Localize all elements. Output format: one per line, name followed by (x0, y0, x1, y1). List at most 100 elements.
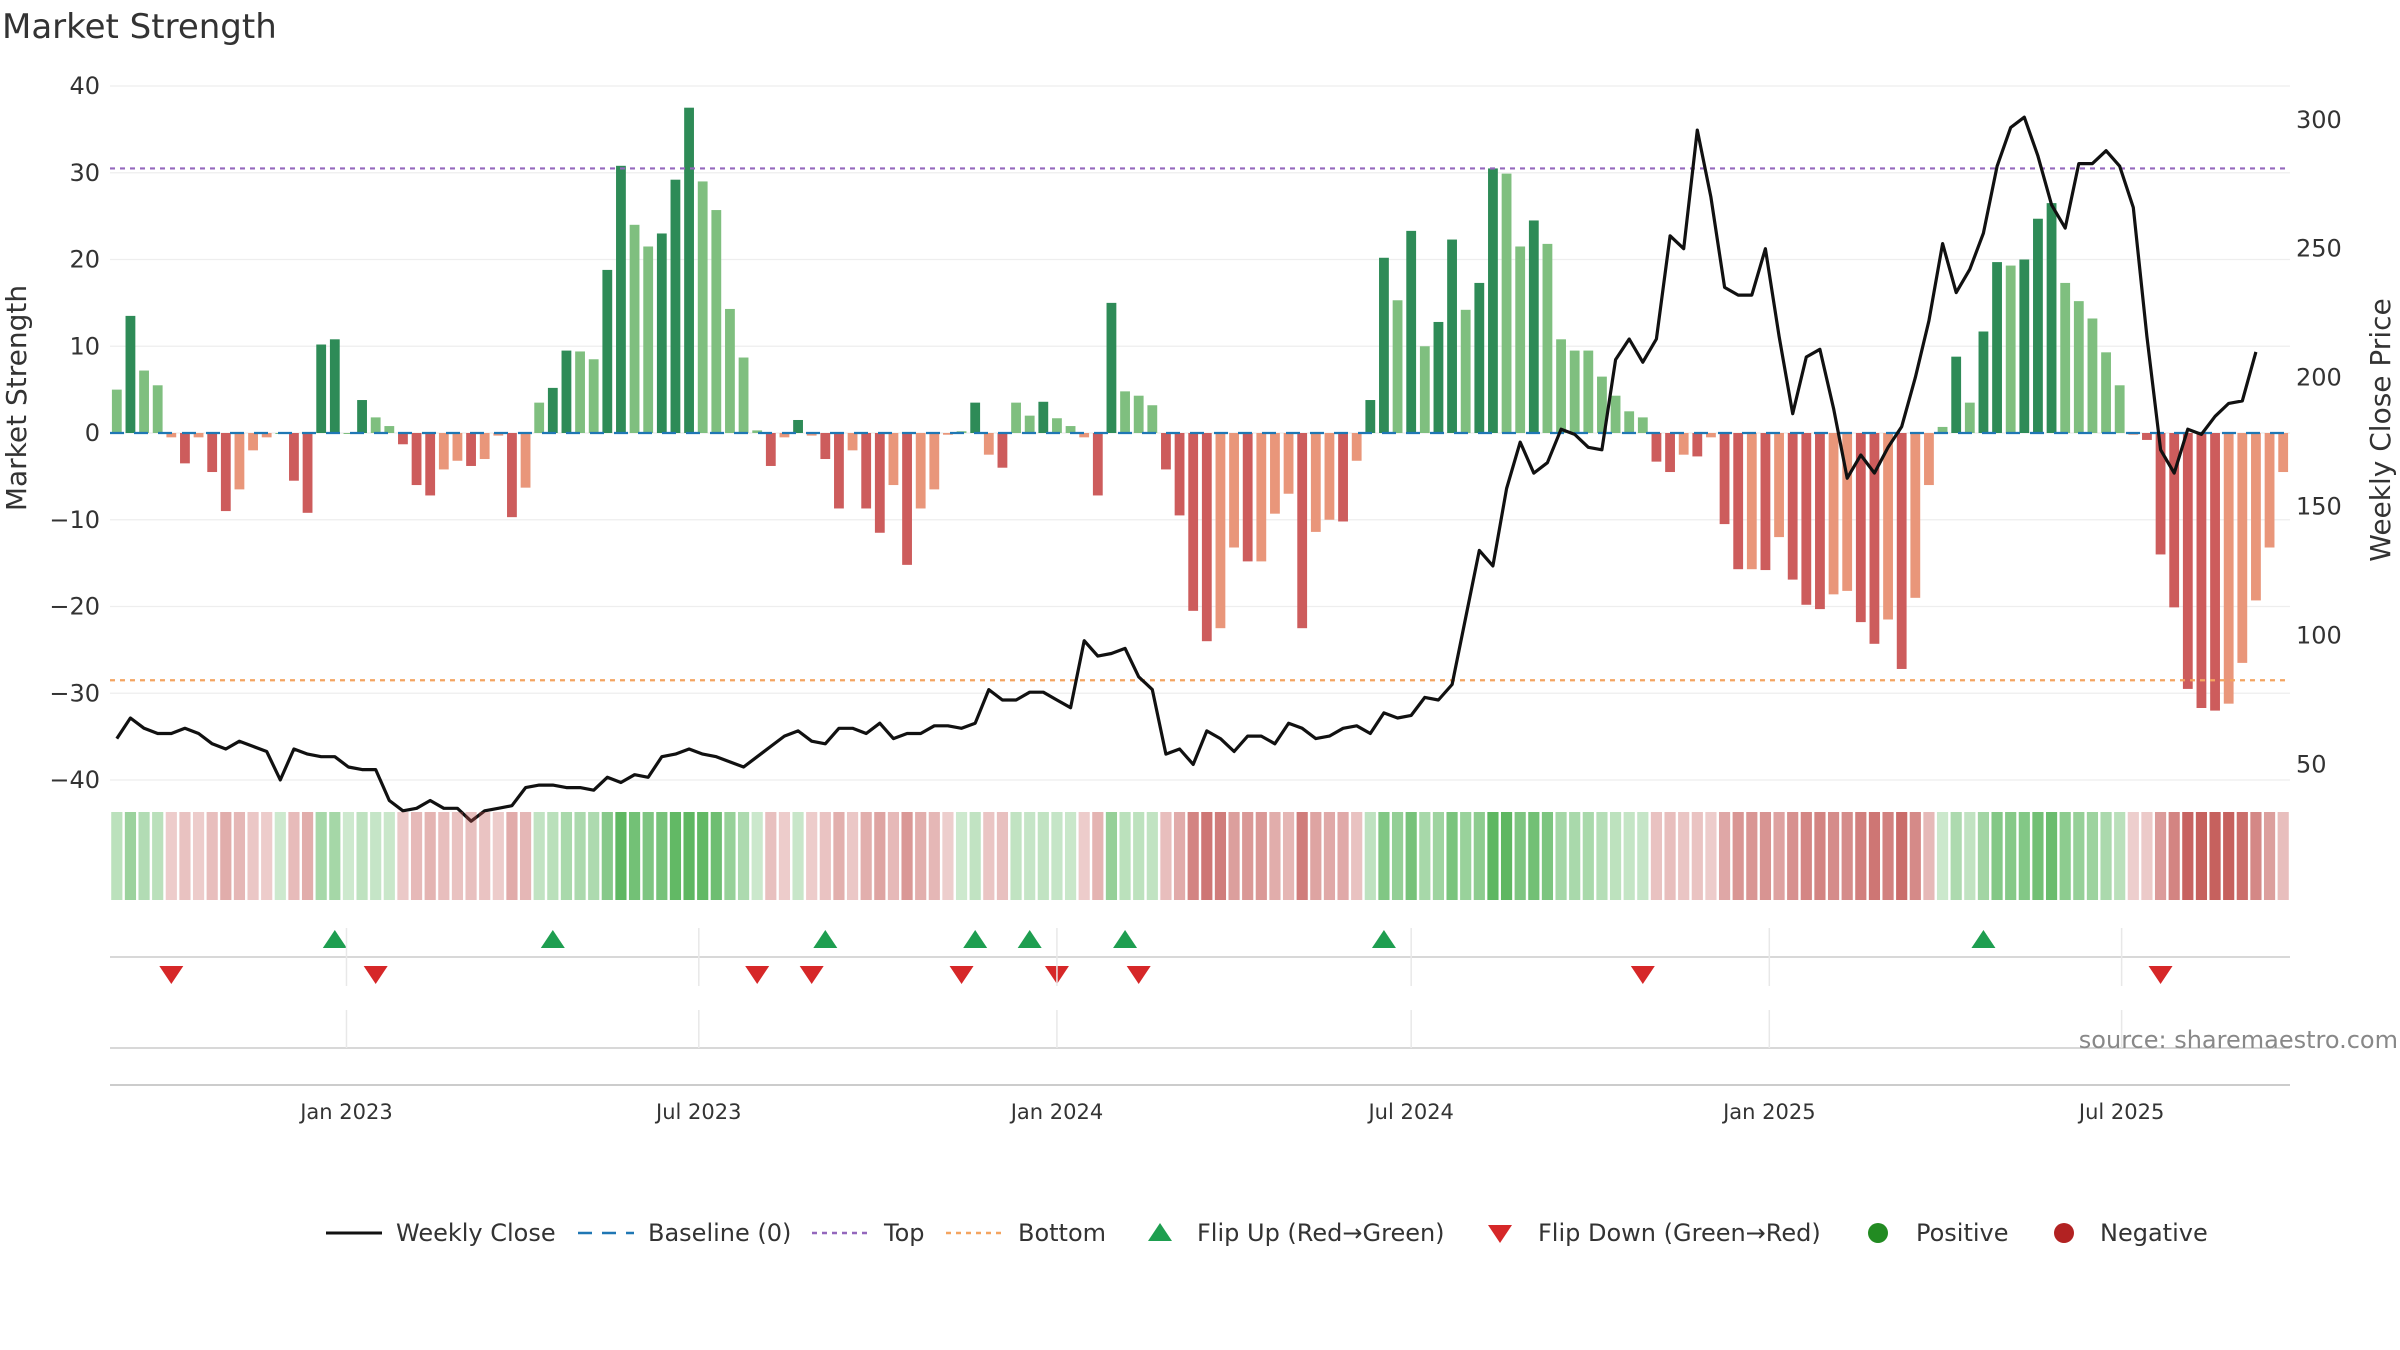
heat-cell (356, 812, 368, 900)
strength-bar (2005, 265, 2016, 433)
flip-up-marker (1113, 930, 1138, 948)
legend-swatch-negative (2054, 1223, 2074, 1243)
heat-cell (165, 812, 177, 900)
strength-bar (1120, 391, 1130, 433)
heat-cell (574, 812, 586, 900)
heat-cell (1119, 812, 1131, 900)
heat-cell (1201, 812, 1213, 900)
heat-cell (751, 812, 763, 900)
heat-cell (1296, 812, 1308, 900)
strength-bar (1106, 302, 1117, 433)
flip-down-marker (363, 966, 388, 984)
heat-cell (928, 812, 940, 900)
strength-bar (1256, 433, 1267, 562)
strength-bar (1242, 433, 1253, 562)
strength-bar (793, 419, 803, 433)
heat-cell (1541, 812, 1554, 900)
strength-bar (493, 433, 504, 436)
strength-bar (1283, 433, 1294, 494)
legend-item: Positive (1868, 1219, 2009, 1247)
flip-up-marker (1971, 930, 1996, 948)
strength-bar (561, 350, 572, 433)
strength-bar (1624, 411, 1635, 433)
strength-heat-strip (111, 812, 2289, 900)
strength-bar (765, 433, 776, 466)
strength-bar (2264, 433, 2275, 548)
flip-down-marker (2148, 966, 2173, 984)
heat-cell (506, 812, 518, 900)
heat-cell (533, 812, 545, 900)
strength-bar (575, 351, 585, 433)
heat-cell (247, 812, 259, 900)
heat-cell (1160, 812, 1172, 900)
y-axis-label: Market Strength (0, 285, 33, 511)
legend-item: Baseline (0) (578, 1219, 791, 1247)
strength-bar (547, 387, 558, 433)
strength-bar (1719, 433, 1730, 525)
strength-bar (193, 433, 204, 438)
heat-cell (424, 812, 436, 900)
heat-cell (220, 812, 232, 900)
strength-bar (1992, 262, 2002, 433)
heat-cell (1010, 812, 1022, 900)
strength-bar (1883, 433, 1893, 620)
strength-bar (1733, 433, 1744, 570)
strength-bar (234, 433, 245, 490)
strength-bar (1855, 433, 1866, 623)
strength-bar (1556, 339, 1566, 433)
strength-bar (1746, 433, 1757, 570)
strength-bar (1338, 433, 1348, 522)
strength-bar (1147, 405, 1158, 433)
y-tick-label: −40 (49, 766, 100, 794)
strength-bar (370, 417, 381, 433)
heat-cell (479, 812, 491, 900)
heat-cell (792, 812, 804, 900)
heat-cell (1364, 812, 1376, 900)
legend-label: Flip Down (Green→Red) (1538, 1219, 1821, 1247)
heat-cell (942, 812, 954, 900)
heat-cell (1964, 812, 1976, 900)
heat-cell (2086, 812, 2099, 900)
strength-bar (2033, 218, 2043, 433)
heat-cell (288, 812, 300, 900)
heat-cell (2059, 812, 2071, 900)
strength-bars (111, 107, 2289, 711)
heat-cell (860, 812, 872, 900)
strength-bar (507, 433, 517, 518)
strength-bar (1379, 257, 1389, 433)
flip-down-marker (1126, 966, 1151, 984)
strength-bar (2046, 203, 2057, 433)
strength-bar (752, 430, 763, 433)
strength-bar (2210, 433, 2220, 711)
heat-cell (1528, 812, 1540, 900)
strength-bar (438, 433, 449, 470)
heat-cell (274, 812, 286, 900)
strength-bar (1079, 433, 1090, 438)
y2-tick-label: 150 (2296, 493, 2342, 521)
heat-cell (996, 812, 1009, 900)
heat-cell (819, 812, 831, 900)
flip-markers (110, 930, 2290, 984)
heat-cell (138, 812, 150, 900)
heat-cell (955, 812, 968, 900)
strength-bar (343, 433, 354, 434)
strength-bar (2101, 352, 2111, 433)
heat-cell (1105, 812, 1118, 900)
x-tick-label: Jul 2024 (1366, 1100, 1453, 1124)
strength-bar (2060, 282, 2071, 433)
flip-down-marker (949, 966, 974, 984)
strength-bar (902, 433, 912, 565)
strength-bar (1597, 376, 1607, 433)
x-tick-label: Jan 2024 (1009, 1100, 1104, 1124)
strength-bar (1201, 433, 1212, 642)
strength-bar (425, 433, 436, 496)
heat-cell (1405, 812, 1417, 900)
flip-up-marker (813, 930, 838, 948)
lower-panel-lines (110, 1047, 2290, 1086)
heat-cell (1991, 812, 2003, 900)
heat-cell (1146, 812, 1158, 900)
chart-title: Market Strength (2, 7, 277, 47)
heat-cell (410, 812, 423, 900)
heat-cell (233, 812, 246, 900)
strength-bar (888, 433, 899, 486)
